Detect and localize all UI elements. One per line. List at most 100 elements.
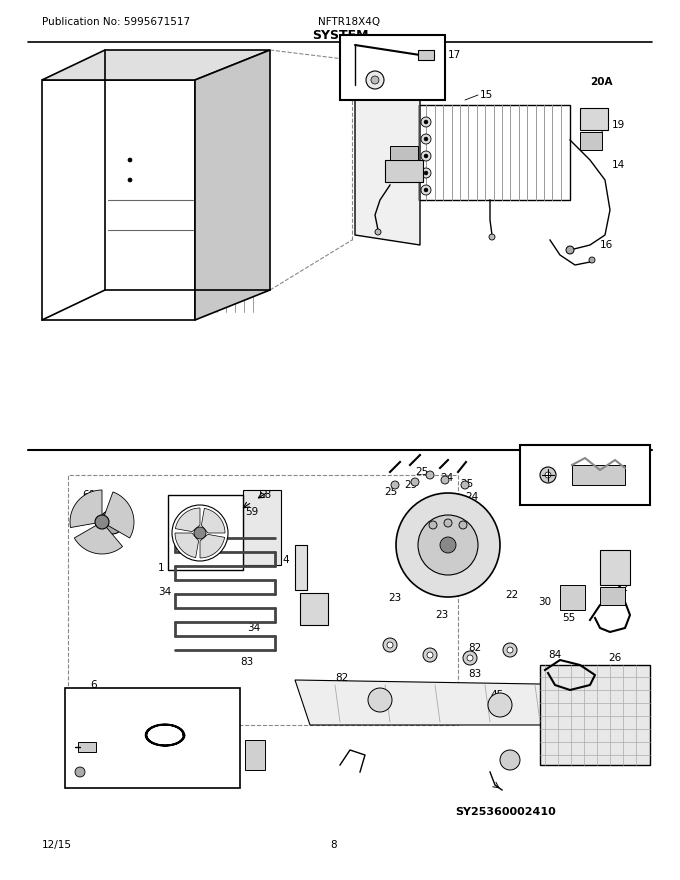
Circle shape <box>463 651 477 665</box>
Bar <box>295 545 307 590</box>
Bar <box>78 742 96 752</box>
Circle shape <box>421 134 431 144</box>
Circle shape <box>100 510 124 534</box>
Text: 21A: 21A <box>353 49 372 59</box>
Bar <box>560 585 585 610</box>
Polygon shape <box>74 522 122 554</box>
Text: 23: 23 <box>435 610 448 620</box>
Circle shape <box>366 71 384 89</box>
Bar <box>520 445 650 505</box>
Polygon shape <box>175 533 199 558</box>
Bar <box>243 490 281 565</box>
Text: 60: 60 <box>82 490 95 500</box>
Circle shape <box>589 257 595 263</box>
Circle shape <box>128 178 132 182</box>
Circle shape <box>566 246 574 254</box>
Polygon shape <box>295 680 600 725</box>
Circle shape <box>424 120 428 124</box>
Circle shape <box>500 750 520 770</box>
Bar <box>385 160 423 182</box>
Bar <box>300 593 328 625</box>
Circle shape <box>375 229 381 235</box>
Bar <box>390 146 418 160</box>
Text: 82: 82 <box>468 643 481 653</box>
Circle shape <box>441 476 449 484</box>
Circle shape <box>421 151 431 161</box>
Text: 20: 20 <box>373 151 386 161</box>
Polygon shape <box>195 50 270 320</box>
Bar <box>168 495 243 570</box>
Text: 12/15: 12/15 <box>42 840 72 850</box>
Circle shape <box>488 693 512 717</box>
Text: 29: 29 <box>404 480 418 490</box>
Text: 19: 19 <box>373 175 386 185</box>
Bar <box>600 550 630 585</box>
Circle shape <box>424 154 428 158</box>
Text: 6: 6 <box>90 680 97 690</box>
Text: 82: 82 <box>335 673 348 683</box>
Text: 34: 34 <box>158 587 171 597</box>
Circle shape <box>424 188 428 192</box>
Circle shape <box>426 471 434 479</box>
Circle shape <box>429 521 437 529</box>
Circle shape <box>489 234 495 240</box>
Text: 85: 85 <box>608 570 622 580</box>
Text: 44: 44 <box>560 487 573 497</box>
Text: SYSTEM: SYSTEM <box>311 28 369 41</box>
Polygon shape <box>42 50 270 80</box>
Text: 30: 30 <box>538 597 551 607</box>
Circle shape <box>461 481 469 489</box>
Text: 25: 25 <box>415 467 428 477</box>
Text: 41: 41 <box>575 470 588 480</box>
Circle shape <box>507 647 513 653</box>
Text: 83: 83 <box>240 657 253 667</box>
Circle shape <box>427 652 433 658</box>
Text: 25: 25 <box>460 479 473 489</box>
Circle shape <box>503 643 517 657</box>
Bar <box>580 108 608 130</box>
Bar <box>340 35 445 100</box>
Circle shape <box>396 493 500 597</box>
Circle shape <box>421 168 431 178</box>
Circle shape <box>368 688 392 712</box>
Circle shape <box>418 515 478 575</box>
Text: NFTR18X4Q: NFTR18X4Q <box>318 17 380 27</box>
Circle shape <box>424 137 428 141</box>
Text: 16: 16 <box>600 240 613 250</box>
Circle shape <box>194 527 206 539</box>
Circle shape <box>459 521 467 529</box>
Bar <box>540 665 650 765</box>
Text: 24: 24 <box>440 473 454 483</box>
Polygon shape <box>70 490 102 527</box>
Text: 20A: 20A <box>590 77 613 87</box>
Polygon shape <box>102 492 134 538</box>
Circle shape <box>545 472 551 478</box>
Polygon shape <box>42 80 195 320</box>
Text: 4: 4 <box>282 555 288 565</box>
Text: 24: 24 <box>465 492 478 502</box>
Text: 55: 55 <box>562 613 575 623</box>
Polygon shape <box>200 534 224 558</box>
Circle shape <box>128 158 132 162</box>
Bar <box>600 587 625 605</box>
Text: 84: 84 <box>548 650 561 660</box>
Polygon shape <box>355 85 420 245</box>
Circle shape <box>383 638 397 652</box>
Bar <box>418 50 434 60</box>
Circle shape <box>411 478 419 486</box>
Bar <box>418 105 570 200</box>
Text: 8: 8 <box>330 840 337 850</box>
Text: 26: 26 <box>608 653 622 663</box>
Circle shape <box>387 642 393 648</box>
Circle shape <box>75 767 85 777</box>
Circle shape <box>421 117 431 127</box>
Circle shape <box>540 467 556 483</box>
Circle shape <box>172 505 228 561</box>
Circle shape <box>95 515 109 529</box>
Text: 32: 32 <box>615 583 628 593</box>
Text: 23: 23 <box>388 593 401 603</box>
Text: 83: 83 <box>468 669 481 679</box>
Bar <box>245 740 265 770</box>
Circle shape <box>467 655 473 661</box>
Text: 34: 34 <box>247 623 260 633</box>
